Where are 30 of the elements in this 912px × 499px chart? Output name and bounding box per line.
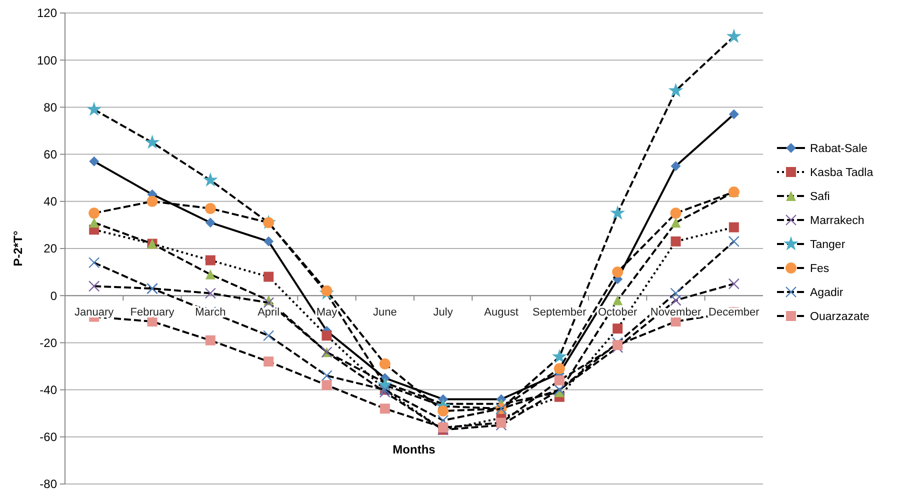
x-tick-label: July (433, 306, 454, 319)
y-tick-label: -60 (40, 430, 58, 444)
x-tick-label: October (598, 306, 638, 319)
legend-label: Ouarzazate (810, 311, 870, 324)
legend-label: Kasba Tadla (810, 167, 874, 180)
y-tick-label: 100 (36, 53, 58, 68)
x-axis-title: Months (392, 442, 436, 456)
legend-label: Safi (810, 191, 830, 204)
legend-label: Agadir (810, 287, 844, 300)
y-tick-label: 20 (44, 242, 58, 256)
y-tick-label: 40 (44, 194, 58, 209)
y-axis-title: P-2*T° (11, 230, 25, 266)
x-tick-label: April (258, 306, 280, 319)
x-tick-label: January (74, 306, 114, 319)
x-tick-label: May (316, 306, 338, 319)
x-tick-label: February (130, 306, 175, 319)
x-tick-label: June (372, 306, 397, 319)
y-tick-label: 60 (44, 148, 58, 162)
y-tick-label: -20 (40, 336, 58, 350)
legend-label: Rabat-Sale (810, 143, 868, 156)
x-tick-label: December (708, 306, 760, 319)
legend-label: Marrakech (810, 215, 864, 228)
y-tick-label: -40 (40, 383, 58, 397)
legend-label: Tanger (810, 239, 846, 252)
legend-label: Fes (810, 263, 830, 276)
x-tick-label: August (484, 306, 518, 319)
y-tick-label: 120 (36, 6, 58, 20)
y-tick-label: 80 (44, 100, 58, 114)
y-tick-label: -80 (40, 477, 58, 492)
y-tick-label: 0 (50, 288, 58, 303)
